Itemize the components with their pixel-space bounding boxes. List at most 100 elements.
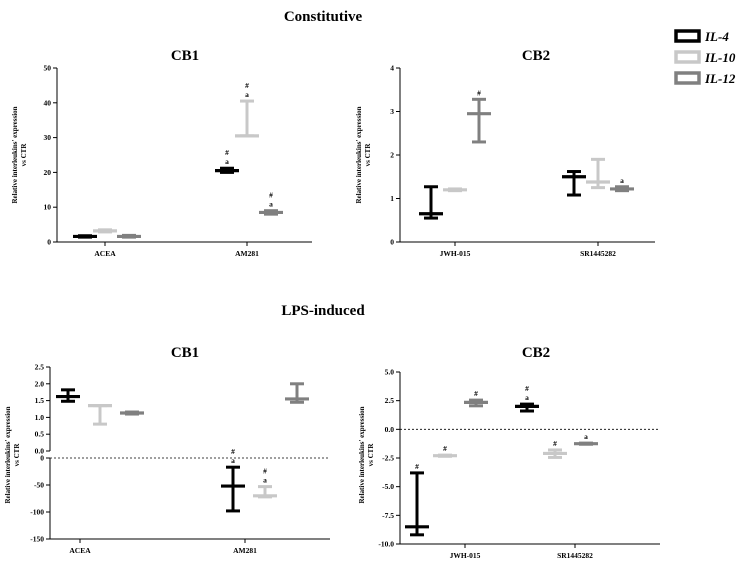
significance-mark: a: [269, 200, 273, 209]
data-point-il-10: #: [433, 444, 457, 458]
data-point-il-12: a#: [259, 191, 283, 216]
y-tick-label: 2.0: [35, 379, 45, 388]
data-point-il-4: #: [405, 462, 429, 537]
data-point-il-4: [56, 388, 80, 403]
significance-mark: a: [525, 393, 529, 402]
significance-mark: #: [443, 444, 447, 453]
y-tick-label: 3: [390, 107, 394, 116]
y-axis-label: Relative interleukins' expressionvs CTR: [4, 406, 21, 503]
chart-constitutive-cb2: CB2 Relative interleukins' expressionvs C…: [355, 48, 655, 258]
x-tick-label: ACEA: [69, 546, 91, 555]
legend-label-il-12: IL-12: [704, 71, 736, 86]
y-tick-label: 20: [44, 168, 52, 177]
data-point-il-12: a: [610, 176, 634, 193]
significance-mark: a: [231, 456, 235, 465]
significance-mark: #: [474, 389, 478, 398]
significance-mark: a: [620, 176, 624, 185]
x-tick-label: SR1445282: [557, 551, 593, 560]
legend-label-il-10: IL-10: [704, 50, 736, 65]
significance-mark: a: [584, 432, 588, 441]
significance-mark: #: [553, 439, 557, 448]
significance-mark: #: [525, 384, 529, 393]
y-tick-label: 5.0: [385, 368, 395, 377]
y-tick-label: 1: [390, 194, 394, 203]
y-tick-label: 4: [390, 64, 394, 73]
x-tick-label: AM281: [233, 546, 257, 555]
data-point-il-12: [120, 410, 144, 416]
data-point-il-10: #: [543, 439, 567, 459]
data-point-il-4: a#: [215, 148, 239, 174]
section-title-constitutive: Constitutive: [284, 9, 363, 25]
data-point-il-10: [93, 228, 117, 234]
x-tick-label: AM281: [235, 249, 259, 258]
y-tick-label: 0: [47, 238, 51, 247]
y-tick-label: -100: [30, 508, 44, 517]
significance-mark: #: [415, 462, 419, 471]
data-point-il-10: a#: [235, 81, 259, 138]
y-axis-label: Relative interleukins' expressionvs CTR: [355, 106, 372, 203]
y-tick-label: -10.0: [378, 540, 394, 549]
data-point-il-4: [419, 185, 443, 220]
x-tick-label: SR1445282: [580, 249, 616, 258]
chart-title: CB1: [171, 345, 199, 361]
x-tick-label: ACEA: [94, 249, 116, 258]
data-point-il-12: [285, 382, 309, 404]
significance-mark: #: [225, 148, 229, 157]
y-tick-label: -7.5: [382, 511, 394, 520]
y-tick-label: 0: [40, 454, 44, 463]
legend-label-il-4: IL-4: [704, 29, 729, 44]
y-tick-label: 10: [44, 203, 52, 212]
significance-mark: a: [225, 157, 229, 166]
data-point-il-12: #: [467, 88, 491, 144]
x-tick-label: JWH-015: [450, 551, 481, 560]
y-tick-label: 0.0: [35, 447, 45, 456]
y-axis-label: Relative interleukins' expressionvs CTR: [11, 106, 28, 203]
chart-lps-cb1: CB1 Relative interleukins' expressionvs C…: [4, 345, 330, 555]
legend-swatch-il-12: [674, 71, 701, 85]
data-point-il-12: [117, 233, 141, 239]
significance-mark: a: [263, 476, 267, 485]
chart-lps-cb2: CB2 Relative interleukins' expressionvs C…: [358, 345, 660, 560]
y-tick-label: 40: [44, 98, 52, 107]
data-point-il-4: a#: [515, 384, 539, 413]
significance-mark: #: [263, 467, 267, 476]
y-tick-label: -2.5: [382, 454, 394, 463]
legend-swatch-il-10: [674, 50, 701, 64]
y-tick-label: 1.5: [35, 396, 45, 405]
data-point-il-4: [562, 170, 586, 197]
significance-mark: #: [477, 88, 481, 97]
y-tick-label: 30: [44, 133, 52, 142]
data-point-il-10: [443, 187, 467, 193]
x-tick-label: JWH-015: [440, 249, 471, 258]
y-tick-label: 2.5: [385, 396, 395, 405]
y-axis-label: Relative interleukins' expressionvs CTR: [358, 406, 375, 503]
data-point-il-4: [73, 234, 97, 239]
data-point-il-10: [586, 157, 610, 190]
significance-mark: a: [245, 90, 249, 99]
y-tick-label: -50: [34, 481, 44, 490]
y-tick-label: 0.5: [35, 430, 45, 439]
y-tick-label: 2: [390, 151, 394, 160]
significance-mark: #: [231, 447, 235, 456]
chart-title: CB2: [522, 345, 550, 361]
legend-swatch-il-4: [674, 29, 701, 43]
y-tick-label: -5.0: [382, 482, 394, 491]
data-point-il-4: a#: [221, 447, 245, 513]
legend: IL-4 IL-10 IL-12: [674, 29, 736, 86]
chart-title: CB1: [171, 48, 199, 64]
y-tick-label: 0: [390, 238, 394, 247]
y-tick-label: 1.0: [35, 413, 45, 422]
significance-mark: #: [269, 191, 273, 200]
y-tick-label: 0.0: [385, 425, 395, 434]
data-point-il-12: a: [574, 432, 598, 446]
data-point-il-12: #: [464, 389, 488, 408]
data-point-il-10: a#: [253, 467, 277, 499]
y-tick-label: 50: [44, 64, 52, 73]
chart-constitutive-cb1: CB1 Relative interleukins' expressionvs C…: [11, 48, 312, 258]
data-point-il-10: [88, 404, 112, 426]
y-tick-label: -150: [30, 535, 44, 544]
chart-title: CB2: [522, 48, 550, 64]
significance-mark: #: [245, 81, 249, 90]
y-tick-label: 2.5: [35, 363, 45, 372]
